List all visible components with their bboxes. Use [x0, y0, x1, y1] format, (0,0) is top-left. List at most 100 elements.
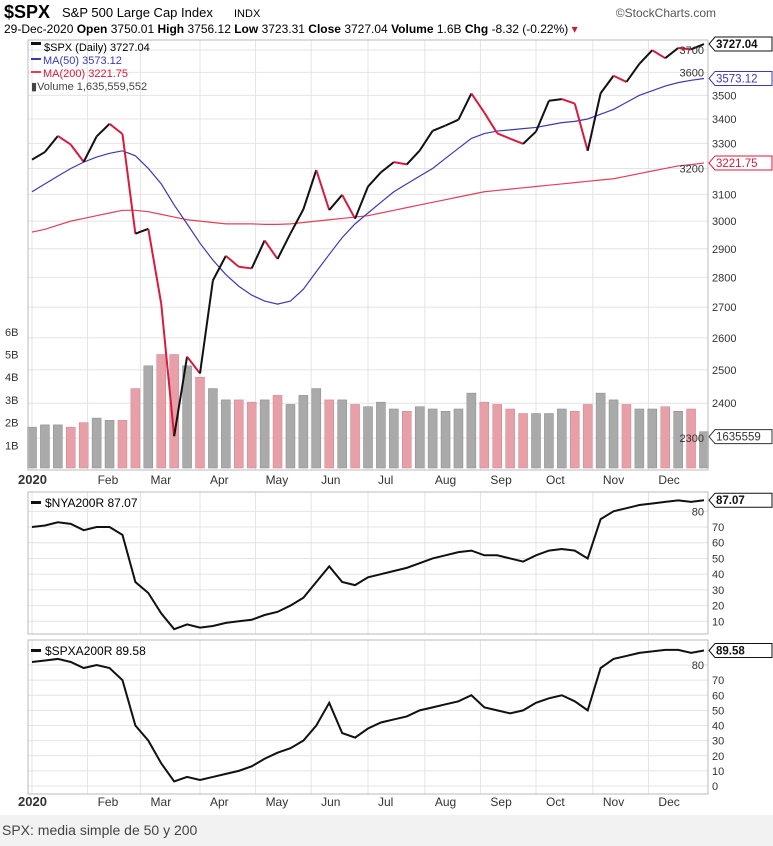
spx-segment — [250, 239, 266, 269]
spx-segment — [548, 98, 562, 102]
legend-volume: ▮Volume 1,635,559,552 — [31, 81, 147, 93]
spx-segment — [328, 194, 343, 211]
volume-bar — [156, 354, 166, 469]
spx-segment — [638, 49, 654, 65]
spx-segment — [664, 47, 679, 59]
price-tick-label: 2900 — [712, 244, 736, 256]
spx-segment — [432, 124, 446, 132]
volume-tick-label: 3B — [5, 395, 18, 407]
ma200-last-tag-box — [708, 155, 773, 171]
price-tick-label: 3200 — [680, 163, 704, 175]
price-tick-label: 3100 — [712, 189, 736, 201]
month-label: Mar — [151, 795, 172, 809]
month-label: Jun — [321, 473, 340, 487]
brand-logo[interactable]: ©StockCharts.com — [616, 6, 716, 20]
spx-segment — [354, 186, 369, 220]
volume-tick-label: 6B — [5, 327, 18, 339]
spx-segment — [599, 75, 615, 94]
indicator-tick-label: 20 — [712, 751, 724, 763]
volume-bar — [117, 420, 128, 469]
month-label: Apr — [210, 473, 229, 487]
month-label: Dec — [658, 795, 679, 809]
spx-segment — [69, 143, 85, 163]
spx-segment — [522, 130, 537, 145]
volume-last-tag-box — [708, 429, 773, 445]
indicator-tick-label: 50 — [712, 705, 724, 717]
price-legend: $SPX (Daily) 3727.04 MA(50) 3573.12 MA(2… — [31, 42, 150, 93]
price-tick-label: 3600 — [680, 67, 704, 79]
month-label: Oct — [546, 473, 565, 487]
symbol: $SPX — [4, 2, 50, 22]
spx-segment — [613, 74, 627, 83]
spx-segment — [380, 161, 395, 174]
indicator-tick-label: 20 — [712, 601, 724, 613]
spx-segment — [57, 135, 72, 146]
volume-bar — [544, 413, 554, 469]
spx-segment — [289, 208, 305, 234]
month-label: Jun — [321, 795, 340, 809]
volume-bar — [221, 399, 231, 469]
volume-bar — [91, 417, 102, 469]
ma200-line — [31, 162, 705, 233]
volume-bar — [298, 395, 309, 469]
volume-bar — [557, 408, 567, 469]
spx-segment — [535, 100, 550, 132]
stock-chart: $SPX S&P 500 Large Cap Index INDX ©Stock… — [4, 2, 773, 809]
spx-segment — [573, 103, 589, 152]
exchange: INDX — [234, 8, 261, 20]
volume-bar — [234, 399, 244, 469]
indicator-tick-label: 70 — [712, 675, 724, 687]
volume-bar — [259, 399, 270, 469]
volume-last-tag: 1635559 — [716, 432, 761, 444]
volume-bar — [414, 406, 425, 469]
spx-segment — [651, 49, 666, 60]
spx-segment — [121, 133, 137, 234]
volume-bar — [363, 406, 373, 469]
spx-segment — [160, 303, 176, 437]
spx-segment — [367, 171, 382, 188]
spxa200r-line — [31, 648, 705, 783]
price-panel — [27, 39, 709, 471]
volume-bar — [518, 413, 528, 469]
nya200r-panel — [27, 491, 709, 635]
spx-segment — [690, 43, 705, 51]
nya200r-line — [31, 499, 705, 631]
price-tick-label: 2400 — [712, 398, 736, 410]
volume-bar — [427, 408, 438, 469]
volume-bar — [195, 376, 205, 469]
spxa200r-last-tag: 89.58 — [716, 646, 745, 658]
month-label: Apr — [210, 795, 229, 809]
spx-segment — [186, 356, 201, 375]
volume-bar — [272, 395, 283, 469]
spx-segment — [302, 169, 318, 210]
caption: SPX: media simple de 50 y 200 — [0, 815, 773, 846]
volume-bar — [311, 388, 322, 469]
volume-bar — [143, 365, 154, 469]
spx-segment — [276, 233, 292, 260]
month-label: Feb — [98, 473, 119, 487]
volume-bar — [531, 413, 541, 469]
volume-bar — [182, 365, 192, 469]
volume-bar — [453, 408, 464, 469]
spx-segment — [135, 227, 149, 235]
spx-segment — [225, 255, 240, 268]
spx-segment — [561, 98, 576, 105]
spx-segment — [509, 137, 524, 145]
volume-bar — [285, 404, 296, 469]
spx-segment — [445, 118, 459, 127]
indicator-tick-label: 40 — [712, 721, 724, 733]
spxa-legend-swatch — [31, 649, 41, 652]
month-label: May — [266, 795, 289, 809]
nya-legend: $NYA200R 87.07 $SPXA200R 89.58 — [31, 496, 146, 658]
volume-bar — [479, 401, 490, 469]
volume-bar — [402, 411, 412, 469]
volume-bar — [337, 399, 347, 469]
volume-tick-label: 1B — [5, 440, 18, 452]
volume-bar — [130, 388, 141, 469]
nya-legend-swatch — [31, 501, 41, 504]
spx-last-tag-box — [708, 36, 773, 52]
spx-segment — [315, 169, 331, 211]
month-label: Feb — [98, 795, 119, 809]
index-name: S&P 500 Large Cap Index — [62, 5, 213, 20]
month-label: Mar — [151, 473, 172, 487]
